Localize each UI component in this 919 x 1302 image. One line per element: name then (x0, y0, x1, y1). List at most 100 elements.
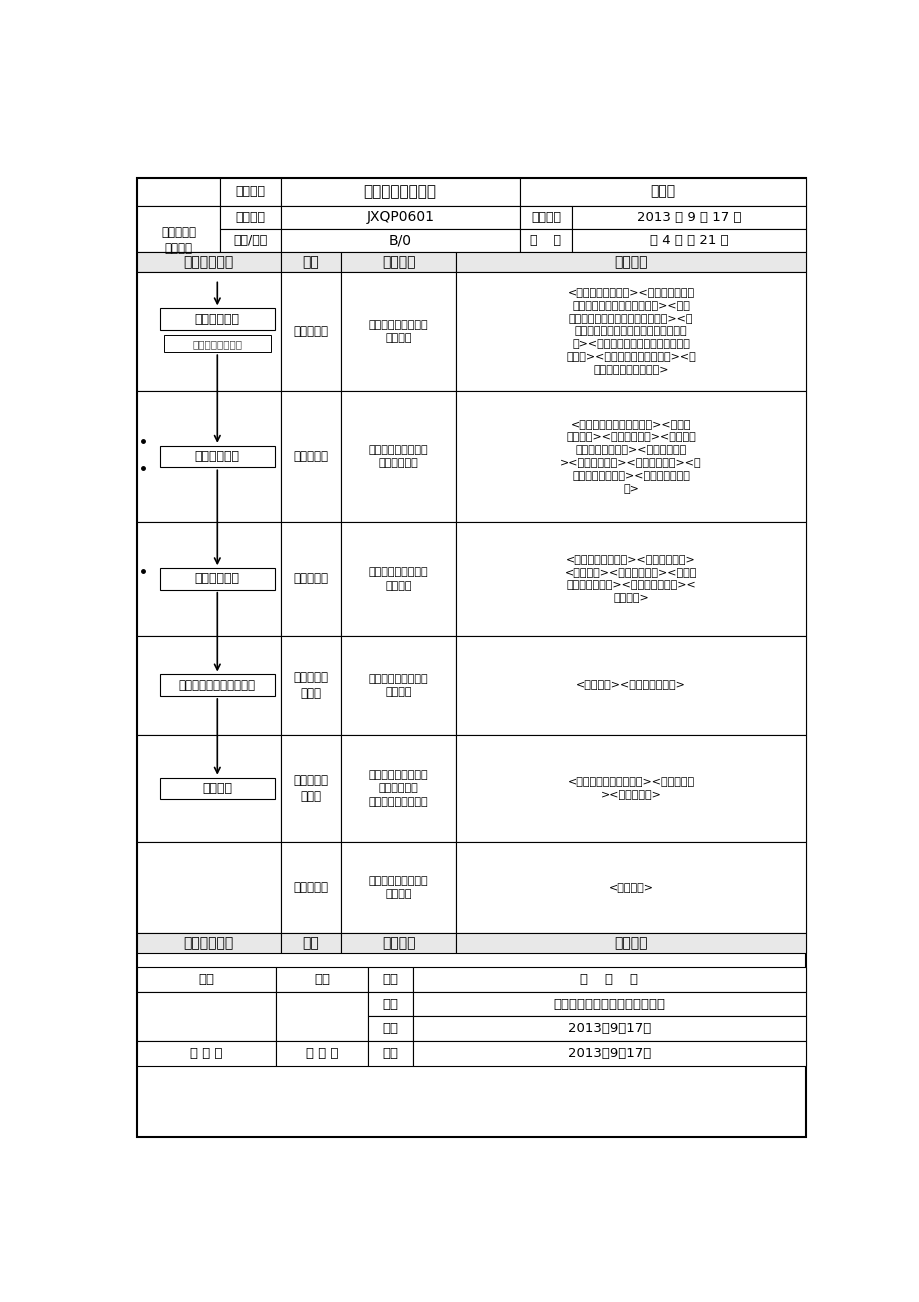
Text: 相关文件: 相关文件 (381, 255, 415, 268)
Bar (341, 391, 456, 522)
Bar (368, 992, 412, 1017)
Bar (341, 635, 456, 734)
Bar (137, 251, 280, 272)
Bar (456, 934, 805, 953)
Bar (137, 934, 280, 953)
Bar (137, 391, 280, 522)
Bar (280, 522, 341, 635)
Text: 年    月    日: 年 月 日 (580, 973, 638, 986)
Text: 员工技能评估: 员工技能评估 (195, 573, 240, 586)
Bar (412, 992, 805, 1017)
Bar (280, 635, 341, 734)
Text: 文件类别：
二阶文件: 文件类别： 二阶文件 (161, 225, 196, 255)
Bar (276, 967, 368, 992)
Text: JXQP0601: JXQP0601 (366, 210, 434, 224)
Bar (137, 1042, 276, 1065)
Text: 责任: 责任 (302, 255, 319, 268)
Bar (160, 309, 275, 329)
Bar (456, 272, 805, 391)
Bar (456, 842, 805, 934)
Bar (280, 934, 341, 953)
Text: 文件名称: 文件名称 (235, 185, 266, 198)
Bar (280, 734, 341, 842)
Text: <公司职级职等体系><部门职能描述>
<岗位描述><公司组织架构><职业生
涯发展资质要求><职业生涯规划表><
员工档案>: <公司职级职等体系><部门职能描述> <岗位描述><公司组织架构><职业生 涯发… (564, 555, 697, 603)
Bar (456, 391, 805, 522)
Text: 《年度人力资源计划
作业指导书》: 《年度人力资源计划 作业指导书》 (369, 445, 428, 469)
Bar (137, 635, 280, 734)
Text: 文件编号: 文件编号 (235, 211, 266, 224)
Bar (137, 842, 280, 934)
Bar (368, 1017, 412, 1042)
Text: 用人流程描述: 用人流程描述 (184, 255, 233, 268)
Bar (137, 522, 280, 635)
Bar (276, 992, 368, 1042)
Text: 职业生涯规划: 职业生涯规划 (195, 450, 240, 464)
Text: 年 月 日: 年 月 日 (305, 1047, 338, 1060)
Bar (412, 1017, 805, 1042)
Bar (137, 206, 221, 251)
Bar (276, 1042, 368, 1065)
Bar (137, 734, 280, 842)
Bar (280, 842, 341, 934)
Text: <晋升、降职、辞退建议><任免通知书
><辞退通知书>: <晋升、降职、辞退建议><任免通知书 ><辞退通知书> (567, 777, 694, 799)
Bar (280, 178, 519, 206)
Text: 第 4 页 共 21 页: 第 4 页 共 21 页 (649, 233, 728, 246)
Bar (160, 568, 275, 590)
Bar (137, 272, 280, 391)
Bar (519, 178, 805, 206)
Text: 审核: 审核 (313, 973, 330, 986)
Bar (221, 229, 280, 251)
Text: 页    码: 页 码 (530, 233, 561, 246)
Bar (341, 522, 456, 635)
Text: 《人事档案管理作业
指导书》: 《人事档案管理作业 指导书》 (369, 876, 428, 900)
Text: 人力资源控制程序: 人力资源控制程序 (363, 184, 437, 199)
Bar (368, 967, 412, 992)
Bar (341, 934, 456, 953)
Bar (221, 178, 280, 206)
Text: B/0: B/0 (389, 233, 412, 247)
Text: <人事档案>: <人事档案> (608, 883, 652, 893)
Text: 2013年9月17日: 2013年9月17日 (567, 1022, 651, 1035)
Text: 人事行政部: 人事行政部 (293, 881, 328, 894)
Text: 2013 年 9 月 17 日: 2013 年 9 月 17 日 (636, 211, 741, 224)
Bar (280, 391, 341, 522)
Bar (137, 178, 221, 206)
Bar (341, 251, 456, 272)
Bar (160, 777, 275, 799)
Text: 《人力资源规划作业
指导书》: 《人力资源规划作业 指导书》 (369, 320, 428, 342)
Bar (412, 967, 805, 992)
Bar (456, 635, 805, 734)
Text: 《晋升降职辞退管理
作业指导书》
《任免作业指导书》: 《晋升降职辞退管理 作业指导书》 《任免作业指导书》 (369, 771, 428, 807)
Text: 重庆建兴智能仪表有限责任公司: 重庆建兴智能仪表有限责任公司 (553, 997, 664, 1010)
Bar (341, 272, 456, 391)
Bar (456, 734, 805, 842)
Text: 责任: 责任 (302, 936, 319, 950)
Text: 记录保存: 记录保存 (202, 783, 232, 796)
Text: 执行: 执行 (381, 1022, 398, 1035)
Bar (572, 206, 805, 229)
Text: 人事行政部
各部门: 人事行政部 各部门 (293, 671, 328, 699)
Bar (137, 967, 276, 992)
Text: 颁布: 颁布 (381, 997, 398, 1010)
Text: 人事行政部
各部门: 人事行政部 各部门 (293, 773, 328, 803)
Bar (221, 206, 280, 229)
Text: 人事行政部: 人事行政部 (293, 573, 328, 586)
Text: 受控栏: 受控栏 (650, 185, 675, 199)
Text: <战略发展规划报告><组织架构、岗位
设置、人员技能现状分析报告><未来
组织结构岗位设置、人员配置规划><人
力资源需求时间、数量、招聘和培训报
告><招聘、: <战略发展规划报告><组织架构、岗位 设置、人员技能现状分析报告><未来 组织结… (566, 288, 696, 375)
Bar (572, 229, 805, 251)
Text: 拟定: 拟定 (381, 973, 398, 986)
Bar (280, 272, 341, 391)
Bar (519, 206, 572, 229)
Bar (412, 1042, 805, 1065)
Text: <岗位描述><岗位技能评估表>: <岗位描述><岗位技能评估表> (575, 680, 686, 690)
Bar (519, 229, 572, 251)
Text: 相关文件: 相关文件 (381, 936, 415, 950)
Text: 人事行政部: 人事行政部 (293, 450, 328, 464)
Text: 《员工技术评估作业
指导书》: 《员工技术评估作业 指导书》 (369, 673, 428, 697)
Text: 人事行政部: 人事行政部 (293, 326, 328, 339)
Bar (280, 206, 519, 229)
Bar (456, 251, 805, 272)
Bar (137, 992, 276, 1042)
Text: 晋升、降职、辞退等管理: 晋升、降职、辞退等管理 (178, 678, 255, 691)
Text: 人力资源规划: 人力资源规划 (195, 312, 240, 326)
